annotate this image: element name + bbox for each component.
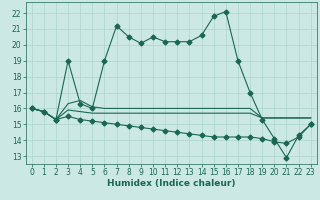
X-axis label: Humidex (Indice chaleur): Humidex (Indice chaleur) <box>107 179 236 188</box>
